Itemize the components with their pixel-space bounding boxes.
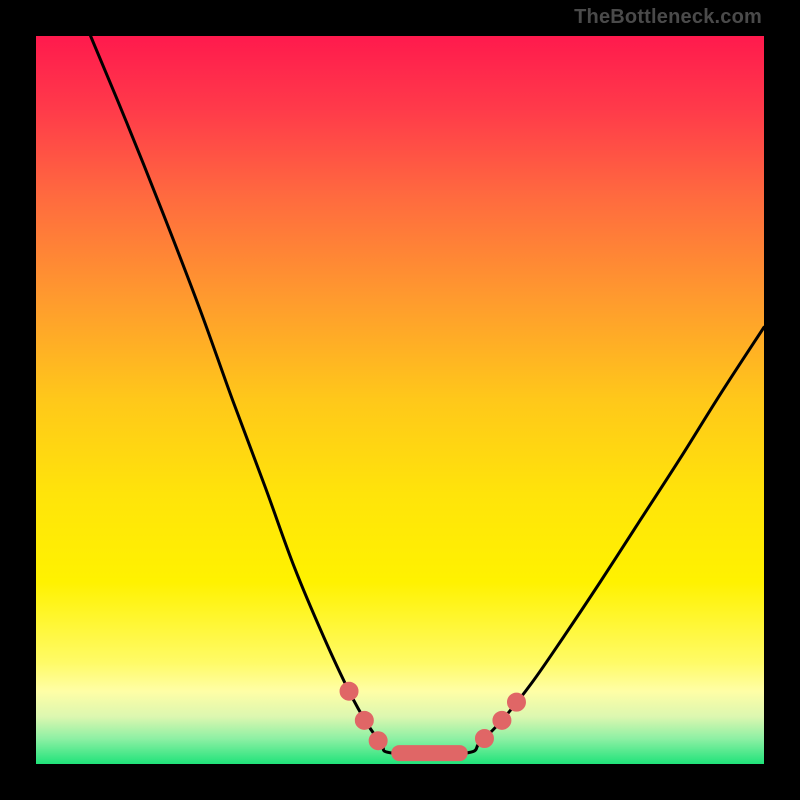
curve-marker <box>507 693 525 711</box>
curve-marker <box>340 682 358 700</box>
chart-frame: TheBottleneck.com <box>0 0 800 800</box>
curve-marker <box>475 730 493 748</box>
curve-marker <box>355 711 373 729</box>
plot-curves <box>36 36 764 764</box>
curve-marker <box>369 732 387 750</box>
plot-area <box>36 36 764 764</box>
watermark-text: TheBottleneck.com <box>574 6 762 29</box>
trough-highlight-bar <box>391 745 467 761</box>
curve-marker <box>493 711 511 729</box>
bottleneck-curve <box>91 36 764 754</box>
